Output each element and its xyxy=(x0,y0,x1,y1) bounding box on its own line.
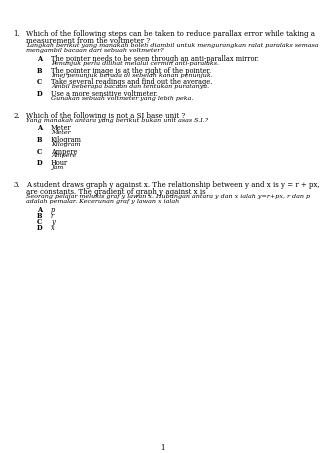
Text: r: r xyxy=(51,212,54,220)
Text: B: B xyxy=(37,67,43,75)
Text: D: D xyxy=(37,159,43,167)
Text: Ambil beberapa bacaan dan tentukan puratanya.: Ambil beberapa bacaan dan tentukan purat… xyxy=(51,84,209,89)
Text: Which of the following steps can be taken to reduce parallax error while taking : Which of the following steps can be take… xyxy=(26,30,315,38)
Text: Take several readings and find out the average.: Take several readings and find out the a… xyxy=(51,78,212,87)
Text: C: C xyxy=(37,218,42,226)
Text: Which of the following is not a SI base unit ?: Which of the following is not a SI base … xyxy=(26,112,185,120)
Text: are constants. The gradient of graph y against x is: are constants. The gradient of graph y a… xyxy=(26,188,206,196)
Text: A: A xyxy=(37,125,42,132)
Text: D: D xyxy=(37,224,43,231)
Text: 1.: 1. xyxy=(13,30,20,38)
Text: Kilogram: Kilogram xyxy=(51,142,81,147)
Text: D: D xyxy=(37,90,43,98)
Text: Use a more sensitive voltmeter.: Use a more sensitive voltmeter. xyxy=(51,90,158,98)
Text: A: A xyxy=(37,206,42,214)
Text: C: C xyxy=(37,78,42,87)
Text: 2.: 2. xyxy=(13,112,20,120)
Text: Yang manakah antara yang berikut bukan unit asas S.I.?: Yang manakah antara yang berikut bukan u… xyxy=(26,118,208,123)
Text: Kilogram: Kilogram xyxy=(51,136,82,144)
Text: mengambil bacaan dari sebuah voltmeter?: mengambil bacaan dari sebuah voltmeter? xyxy=(26,48,164,53)
Text: Gunakan sebuah voltmeter yang lebih peka.: Gunakan sebuah voltmeter yang lebih peka… xyxy=(51,96,193,101)
Text: C: C xyxy=(37,148,42,155)
Text: p: p xyxy=(51,206,55,214)
Text: Penunjuk perlu dilihat melalui cermin anti-paralaks.: Penunjuk perlu dilihat melalui cermin an… xyxy=(51,61,219,66)
Text: B: B xyxy=(37,136,43,144)
Text: The pointer needs to be seen through an anti-parallax mirror.: The pointer needs to be seen through an … xyxy=(51,55,259,63)
Text: measurement from the voltmeter ?: measurement from the voltmeter ? xyxy=(26,37,150,45)
Text: Imej penunjuk berada di sebelah kanan penunjuk.: Imej penunjuk berada di sebelah kanan pe… xyxy=(51,72,213,77)
Text: A student draws graph y against x. The relationship between y and x is y = r + p: A student draws graph y against x. The r… xyxy=(26,181,320,189)
Text: Seorang pelajar melukis graf y lawan x. Hubungan antara y dan x ialah y=r+px, r : Seorang pelajar melukis graf y lawan x. … xyxy=(26,193,310,198)
Text: y: y xyxy=(51,218,55,226)
Text: Ampere: Ampere xyxy=(51,148,77,155)
Text: x: x xyxy=(51,224,55,231)
Text: Meter: Meter xyxy=(51,125,72,132)
Text: Langkah berikut yang manakah boleh diambil untuk mengurangkan ralat paralaks sem: Langkah berikut yang manakah boleh diamb… xyxy=(26,43,318,48)
Text: Jam: Jam xyxy=(51,165,63,170)
Text: The pointer image is at the right of the pointer.: The pointer image is at the right of the… xyxy=(51,67,211,75)
Text: Ampere: Ampere xyxy=(51,154,76,159)
Text: 3.: 3. xyxy=(13,181,20,189)
Text: Meter: Meter xyxy=(51,130,71,135)
Text: 1: 1 xyxy=(160,444,164,452)
Text: Hour: Hour xyxy=(51,159,68,167)
Text: B: B xyxy=(37,212,43,220)
Text: adalah pemalar. Kecerunan graf y lawan x ialah: adalah pemalar. Kecerunan graf y lawan x… xyxy=(26,199,179,204)
Text: A: A xyxy=(37,55,42,63)
